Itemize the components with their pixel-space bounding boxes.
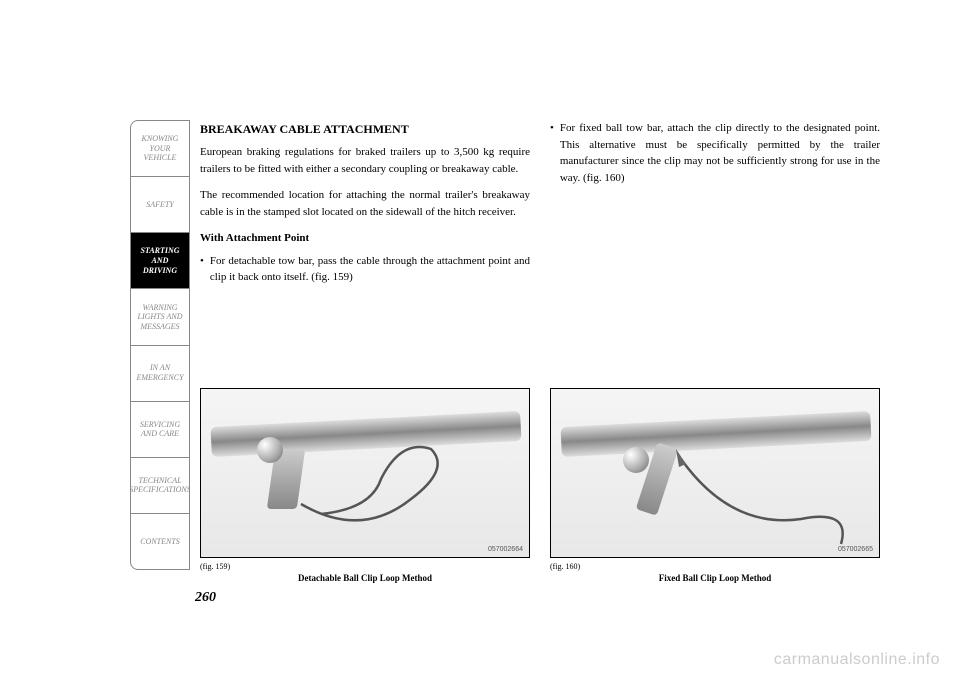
- bullet-item: • For detachable tow bar, pass the cable…: [200, 253, 530, 286]
- figure-image: 057002665: [550, 388, 880, 558]
- tab-label: CONTENTS: [140, 537, 180, 547]
- cable-illustration: [201, 389, 530, 558]
- tab-safety[interactable]: SAFETY: [131, 177, 189, 233]
- body-text: BREAKAWAY CABLE ATTACHMENT European brak…: [200, 120, 880, 294]
- figure-caption: Fixed Ball Clip Loop Method: [550, 573, 880, 583]
- figure-number: (fig. 160): [550, 562, 880, 571]
- section-tabs: KNOWING YOUR VEHICLE SAFETY STARTING AND…: [130, 120, 190, 570]
- bullet-marker: •: [550, 120, 554, 186]
- tab-label: STARTING AND DRIVING: [135, 246, 185, 275]
- subheading: With Attachment Point: [200, 230, 530, 247]
- watermark: carmanualsonline.info: [774, 651, 940, 669]
- cable-illustration: [551, 389, 880, 558]
- figure-number: (fig. 159): [200, 562, 530, 571]
- left-column: BREAKAWAY CABLE ATTACHMENT European brak…: [200, 120, 530, 294]
- tab-servicing[interactable]: SERVICING AND CARE: [131, 402, 189, 458]
- section-heading: BREAKAWAY CABLE ATTACHMENT: [200, 120, 530, 138]
- paragraph: European braking regulations for braked …: [200, 144, 530, 177]
- figure-160: 057002665 (fig. 160) Fixed Ball Clip Loo…: [550, 388, 880, 583]
- page-number: 260: [195, 590, 216, 606]
- tab-starting-driving[interactable]: STARTING AND DRIVING: [131, 233, 189, 289]
- tab-tech-specs[interactable]: TECHNICAL SPECIFICATIONS: [131, 458, 189, 514]
- bullet-text: For fixed ball tow bar, attach the clip …: [560, 120, 880, 186]
- tab-knowing-vehicle[interactable]: KNOWING YOUR VEHICLE: [131, 121, 189, 177]
- bullet-text: For detachable tow bar, pass the cable t…: [210, 253, 530, 286]
- tab-label: SERVICING AND CARE: [135, 420, 185, 439]
- tab-label: SAFETY: [146, 200, 174, 210]
- paragraph: The recommended location for attaching t…: [200, 187, 530, 220]
- bullet-item: • For fixed ball tow bar, attach the cli…: [550, 120, 880, 186]
- tab-emergency[interactable]: IN AN EMERGENCY: [131, 346, 189, 402]
- figure-caption: Detachable Ball Clip Loop Method: [200, 573, 530, 583]
- tab-label: WARNING LIGHTS AND MESSAGES: [135, 303, 185, 332]
- tab-label: KNOWING YOUR VEHICLE: [135, 134, 185, 163]
- bullet-marker: •: [200, 253, 204, 286]
- tab-label: TECHNICAL SPECIFICATIONS: [130, 476, 190, 495]
- figure-159: 057002664 (fig. 159) Detachable Ball Cli…: [200, 388, 530, 583]
- tab-label: IN AN EMERGENCY: [135, 363, 185, 382]
- figure-image: 057002664: [200, 388, 530, 558]
- image-id: 057002664: [488, 546, 523, 553]
- right-column: • For fixed ball tow bar, attach the cli…: [550, 120, 880, 294]
- image-id: 057002665: [838, 546, 873, 553]
- figures-row: 057002664 (fig. 159) Detachable Ball Cli…: [200, 388, 880, 583]
- tab-warning-lights[interactable]: WARNING LIGHTS AND MESSAGES: [131, 289, 189, 345]
- tab-contents[interactable]: CONTENTS: [131, 514, 189, 569]
